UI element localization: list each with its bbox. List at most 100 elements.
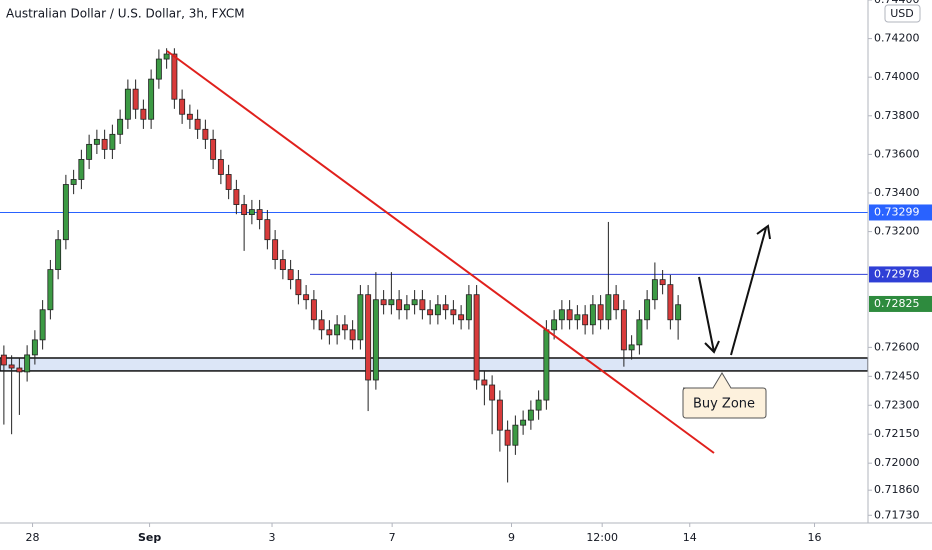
- y-tick-label: 0.73200: [874, 225, 920, 238]
- y-tick-label: 0.73600: [874, 147, 920, 160]
- callout-box: [682, 372, 767, 419]
- price-label-box: [869, 295, 932, 312]
- y-tick-label: 0.72150: [874, 427, 920, 440]
- y-tick-label: 0.72300: [874, 398, 920, 411]
- candle-body: [303, 294, 310, 301]
- y-tick-label: 0.71860: [874, 483, 920, 496]
- candle-body: [620, 309, 627, 351]
- candle-body: [39, 309, 46, 341]
- candle-body: [8, 364, 15, 369]
- candle-body: [272, 239, 279, 260]
- candle-body: [310, 299, 317, 321]
- candle-body: [217, 159, 224, 175]
- candle-body: [605, 294, 612, 321]
- x-tick-label: 16: [808, 531, 822, 544]
- candle-body: [93, 138, 100, 145]
- candle-body: [155, 58, 162, 80]
- candle-body: [287, 269, 294, 281]
- candle-body: [566, 309, 573, 321]
- x-tick-label: 7: [389, 531, 396, 544]
- candle-body: [380, 299, 387, 306]
- candle-body: [55, 239, 62, 271]
- candle-body: [520, 419, 527, 426]
- candle-body: [365, 294, 372, 381]
- candle-body: [318, 319, 325, 331]
- candle-body: [613, 294, 620, 311]
- candle-body: [349, 329, 356, 341]
- candle-body: [163, 53, 170, 60]
- candle-body: [47, 269, 54, 311]
- candle-body: [582, 314, 589, 326]
- candle-body: [171, 53, 178, 100]
- y-tick-label: 0.73800: [874, 109, 920, 122]
- candle-body: [442, 304, 449, 311]
- candle-body: [194, 118, 201, 130]
- candle-body: [132, 88, 139, 110]
- x-tick-label: 14: [683, 531, 697, 544]
- candle-body: [233, 189, 240, 205]
- candle-body: [86, 143, 93, 160]
- y-tick-label: 0.73400: [874, 186, 920, 199]
- candle-body: [101, 138, 108, 150]
- candle-body: [512, 424, 519, 446]
- candle-body: [450, 309, 457, 316]
- price-label-box: [869, 204, 932, 221]
- candle-body: [279, 259, 286, 271]
- candle-body: [117, 118, 124, 135]
- candle-body: [264, 219, 271, 241]
- candle-body: [636, 319, 643, 346]
- candle-body: [427, 309, 434, 316]
- currency: USD: [890, 7, 914, 20]
- candle-body: [527, 409, 534, 421]
- candle-body: [403, 304, 410, 311]
- candle-body: [210, 138, 217, 160]
- currency-box: [884, 4, 921, 23]
- candle-body: [334, 324, 341, 336]
- candle-body: [551, 319, 558, 331]
- price-label: 0.72825: [874, 297, 920, 310]
- y-tick-label: 0.72600: [874, 340, 920, 353]
- candle-body: [473, 294, 480, 381]
- candle-body: [659, 279, 666, 286]
- candle-body: [504, 429, 511, 446]
- candle-body: [124, 88, 131, 120]
- candle-body: [458, 314, 465, 321]
- candle-body: [372, 299, 379, 381]
- x-tick-label: 28: [26, 531, 40, 544]
- trend-line: [166, 50, 715, 454]
- candle-body: [535, 399, 542, 411]
- candle-body: [388, 299, 395, 306]
- candle-body: [597, 304, 604, 321]
- candle-body: [140, 108, 147, 120]
- candle-body: [295, 279, 302, 296]
- up-arrow: [730, 224, 771, 356]
- candle-body: [434, 304, 441, 316]
- candle-body: [628, 344, 635, 351]
- buy-zone: [0, 357, 869, 372]
- y-tick-label: 0.72450: [874, 369, 920, 382]
- candle-body: [225, 174, 232, 190]
- candle-body: [465, 294, 472, 321]
- y-tick-label: 0.71730: [874, 508, 920, 521]
- candle-body: [396, 299, 403, 311]
- candle-body: [651, 279, 658, 301]
- candle-body: [357, 294, 364, 341]
- candle-body: [78, 159, 85, 180]
- candle-body: [148, 78, 155, 120]
- y-tick-label: 0.72000: [874, 456, 920, 469]
- y-tick-label: 0.74200: [874, 32, 920, 45]
- candle-body: [16, 367, 23, 373]
- candle-body: [0, 354, 7, 366]
- x-tick-label: 9: [508, 531, 515, 544]
- candle-body: [644, 299, 651, 321]
- candle-body: [202, 128, 209, 140]
- candle-body: [248, 209, 255, 216]
- candle-body: [481, 379, 488, 386]
- x-tick-label: 3: [269, 531, 276, 544]
- candle-body: [574, 314, 581, 321]
- candle-body: [326, 329, 333, 336]
- candle-body: [419, 299, 426, 311]
- candle-body: [179, 98, 186, 115]
